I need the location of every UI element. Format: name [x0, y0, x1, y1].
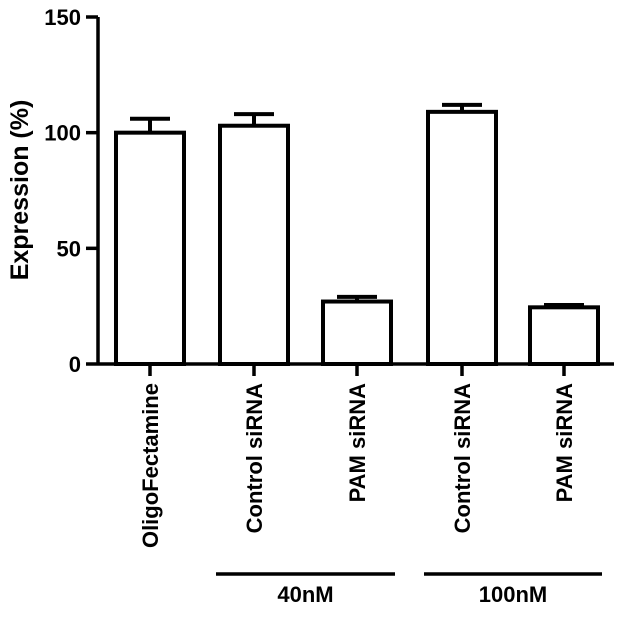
group-label: 40nM — [277, 582, 333, 607]
category-label: Control siRNA — [242, 383, 267, 533]
bars — [114, 102, 600, 367]
bar — [528, 305, 600, 366]
group-brackets: 40nM 100nM — [216, 572, 602, 607]
category-label: Control siRNA — [450, 383, 475, 533]
y-axis: 0 50 100 150 — [44, 5, 100, 377]
y-tick-label: 100 — [44, 121, 81, 146]
y-tick-label: 150 — [44, 5, 81, 30]
y-tick-label: 0 — [69, 352, 81, 377]
bar — [218, 123, 290, 366]
x-axis: OligoFectamine Control siRNA PAM siRNA Cont… — [98, 362, 614, 548]
bar — [426, 109, 498, 366]
bar — [114, 130, 186, 366]
y-tick-label: 50 — [57, 236, 81, 261]
category-label: PAM siRNA — [345, 383, 370, 502]
group-label: 100nM — [479, 582, 547, 607]
bar — [321, 299, 393, 367]
category-label: PAM siRNA — [552, 383, 577, 502]
y-axis-title: Expression (%) — [6, 100, 34, 281]
category-label: OligoFectamine — [138, 383, 163, 548]
